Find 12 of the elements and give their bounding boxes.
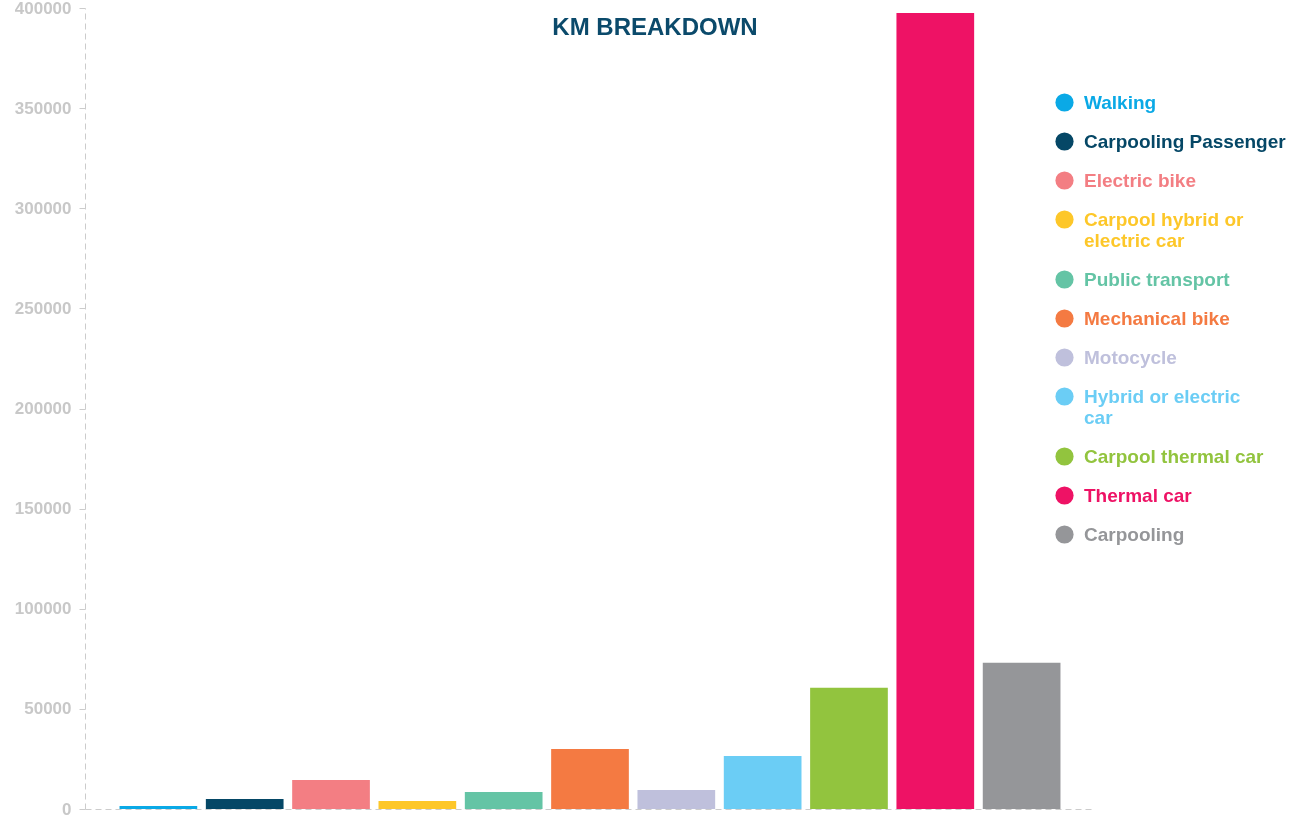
legend-label: Hybrid or electric car (1084, 385, 1241, 428)
legend-label: Carpool thermal car (1084, 445, 1265, 467)
chart-title: KM BREAKDOWN (552, 13, 758, 40)
legend-label: Carpooling Passenger (1084, 130, 1287, 152)
legend-label: Public transport (1084, 268, 1231, 290)
legend-label: Carpool hybrid or electric car (1084, 208, 1244, 251)
legend-label: Thermal car (1084, 484, 1193, 506)
legend-label: Walking (1084, 91, 1157, 113)
legend-label: Mechanical bike (1084, 307, 1230, 329)
legend-label: Motocycle (1084, 346, 1177, 368)
legend-label: Carpooling (1084, 523, 1185, 545)
legend-label: Electric bike (1084, 169, 1196, 191)
